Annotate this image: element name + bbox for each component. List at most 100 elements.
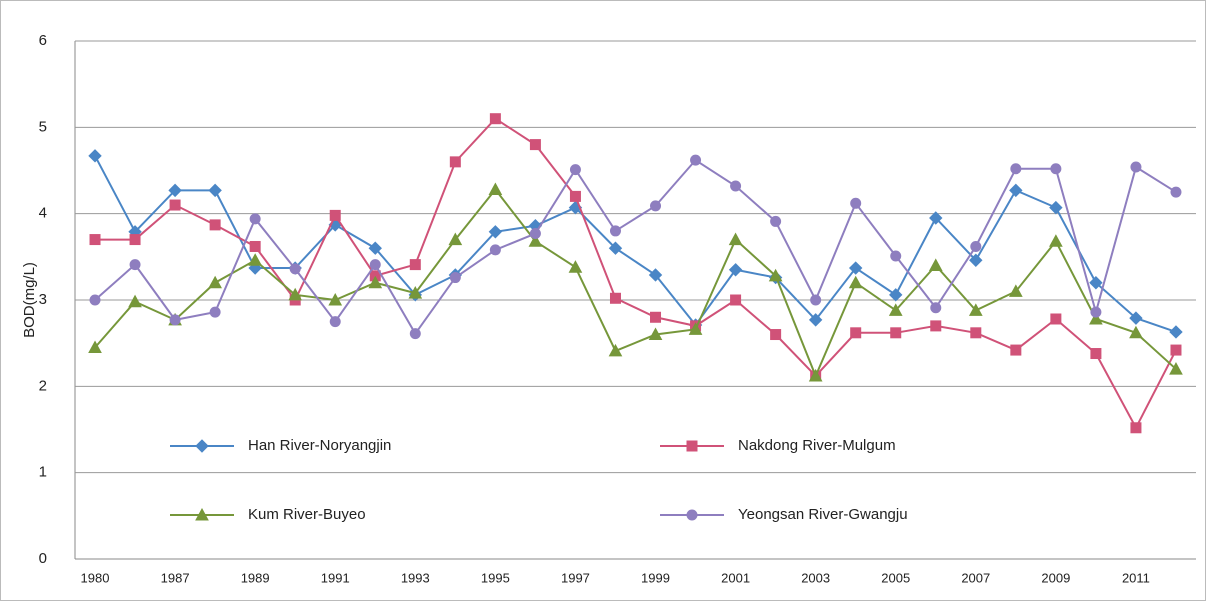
marker [569,164,581,176]
marker [1010,344,1022,356]
series-line [94,158,1177,336]
legend-label: Kum River-Buyeo [248,506,366,523]
marker [970,327,982,339]
marker [195,439,209,453]
marker [648,268,663,282]
marker [970,240,982,252]
marker [1050,163,1062,175]
marker [409,328,421,340]
marker [488,182,503,195]
marker [770,329,782,341]
marker [1170,186,1182,198]
marker [248,253,263,266]
marker [88,149,102,163]
marker [449,272,461,284]
marker [289,263,301,275]
marker [890,250,902,262]
marker [489,244,501,256]
marker [1089,276,1103,290]
marker [1130,422,1142,434]
marker [690,154,702,166]
marker [88,340,102,353]
marker [328,292,343,306]
x-tick-label: 1991 [321,570,350,585]
marker [448,232,463,246]
marker [808,368,823,382]
marker [529,139,541,151]
marker [89,234,101,246]
marker [489,113,501,125]
marker [195,507,209,521]
x-tick-label: 2005 [881,570,910,585]
legend-label: Han River-Noryangjin [248,437,391,454]
marker [208,183,222,198]
marker [1090,348,1102,360]
series-line [94,155,1177,333]
x-tick-label: 2011 [1122,570,1150,585]
x-tick-label: 1987 [161,570,190,585]
legend-label: Yeongsan River-Gwangju [738,506,908,523]
marker [1009,183,1023,198]
marker [810,294,822,306]
marker [768,268,783,282]
marker [128,294,142,308]
marker [848,275,863,289]
marker [850,197,862,209]
y-axis-label: BOD(mg/L) [21,262,38,338]
marker [409,259,421,271]
marker [1010,163,1022,175]
legend-label: Nakdong River-Mulgum [738,437,896,454]
marker [208,275,222,289]
x-tick-label: 1989 [241,570,270,585]
marker [89,294,101,306]
marker [770,215,782,227]
y-tick-label: 5 [39,118,47,135]
marker [728,263,743,277]
marker [368,241,382,255]
marker [249,240,261,252]
marker [129,259,141,271]
marker [650,200,662,212]
x-tick-label: 1997 [561,570,590,585]
marker [929,211,943,225]
marker [568,260,583,273]
marker [129,234,141,246]
marker [329,316,341,328]
marker [1049,200,1063,215]
x-tick-label: 2007 [961,570,990,585]
marker [1169,362,1183,375]
y-tick-label: 6 [39,32,47,49]
marker [449,156,461,168]
marker [890,327,902,339]
marker [1170,344,1182,356]
marker [650,311,662,323]
marker [249,213,261,225]
marker [688,322,703,335]
x-tick-label: 1999 [641,570,670,585]
x-tick-label: 1980 [81,570,110,585]
marker [368,275,383,289]
marker [686,440,698,452]
marker [1129,311,1143,325]
x-tick-label: 2009 [1041,570,1070,585]
marker [569,190,581,202]
marker [648,327,663,341]
marker [169,199,181,211]
marker [728,232,743,246]
marker [848,261,863,275]
x-tick-label: 1995 [481,570,510,585]
marker [850,327,862,339]
legend: Han River-Noryangjin Nakdong River-Mulgum… [170,437,908,523]
marker [608,241,623,255]
marker [1050,313,1062,325]
marker [686,509,698,521]
marker [1049,234,1063,247]
marker [730,180,742,192]
marker [1008,284,1023,297]
marker [288,287,303,301]
marker [1089,311,1103,325]
x-tick-label: 2003 [801,570,830,585]
marker [609,292,621,304]
marker [408,286,423,299]
